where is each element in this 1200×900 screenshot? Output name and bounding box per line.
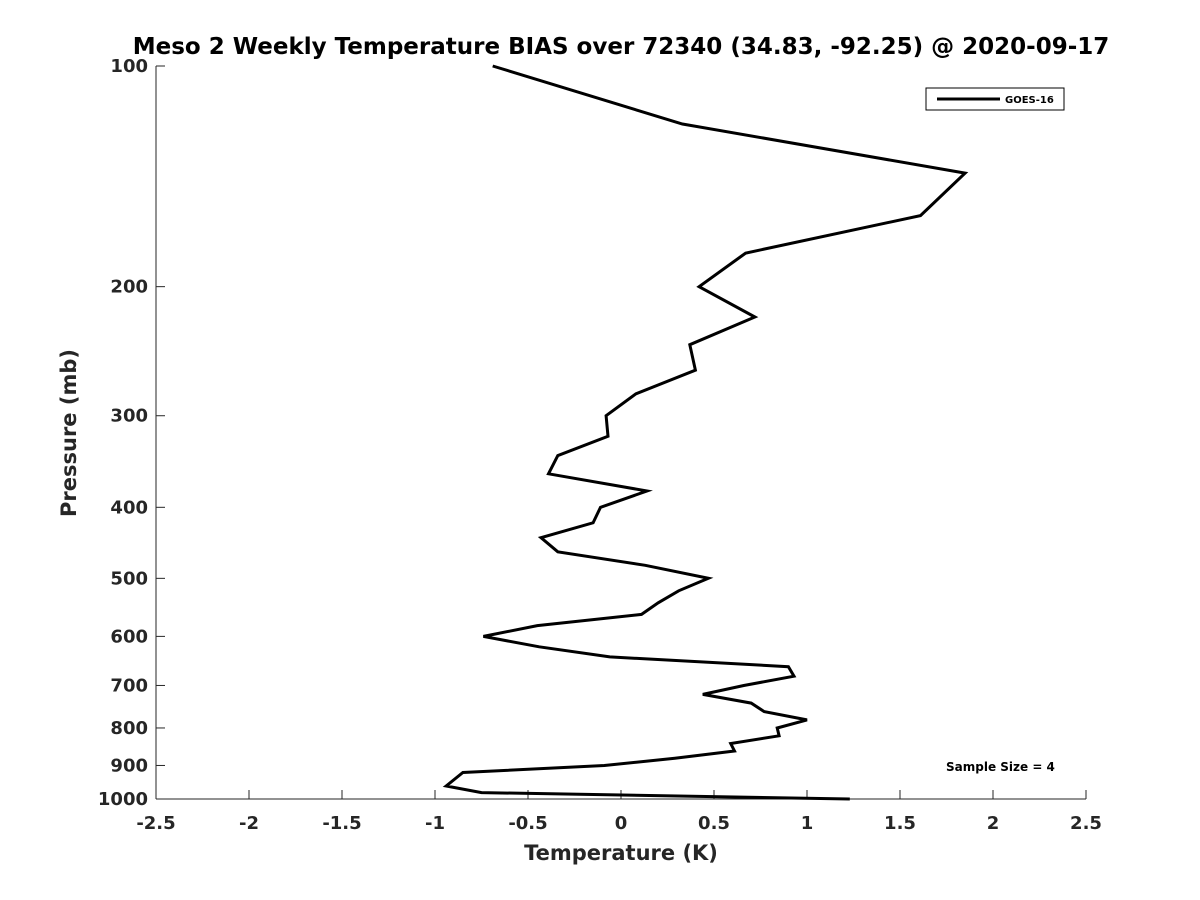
x-ticks: -2.5 -2 -1.5 -1 -0.5 0 0.5 1 1.5 2 2.5 (136, 790, 1102, 834)
x-axis-label: Temperature (K) (524, 841, 718, 865)
y-tick-label: 100 (110, 56, 148, 77)
y-tick-label: 600 (110, 626, 148, 647)
x-tick-label: 1.5 (884, 813, 916, 834)
x-tick-label: 0.5 (698, 813, 730, 834)
x-tick-label: 1 (801, 813, 814, 834)
x-tick-label: 2 (987, 813, 1000, 834)
y-tick-label: 900 (110, 755, 148, 776)
y-tick-label: 700 (110, 675, 148, 696)
series-line-goes-16 (442, 64, 969, 801)
series-group (442, 64, 969, 801)
chart-title: Meso 2 Weekly Temperature BIAS over 7234… (133, 34, 1110, 60)
y-tick-label: 400 (110, 497, 148, 518)
x-tick-label: -2 (239, 813, 259, 834)
x-tick-label: 2.5 (1070, 813, 1102, 834)
y-tick-label: 1000 (98, 789, 148, 810)
y-tick-label: 200 (110, 277, 148, 298)
sample-size-annotation: Sample Size = 4 (946, 760, 1055, 774)
y-ticks: 100 200 300 400 500 600 700 800 900 1000 (98, 56, 165, 810)
x-tick-label: -2.5 (136, 813, 175, 834)
x-tick-label: -0.5 (508, 813, 547, 834)
legend: GOES-16 (925, 87, 1065, 111)
legend-label-goes-16: GOES-16 (1005, 95, 1054, 106)
x-tick-label: 0 (615, 813, 628, 834)
y-tick-label: 300 (110, 406, 148, 427)
y-tick-label: 500 (110, 568, 148, 589)
y-axis-label: Pressure (mb) (57, 349, 81, 517)
y-tick-label: 800 (110, 718, 148, 739)
x-tick-label: -1 (425, 813, 445, 834)
x-tick-label: -1.5 (322, 813, 361, 834)
